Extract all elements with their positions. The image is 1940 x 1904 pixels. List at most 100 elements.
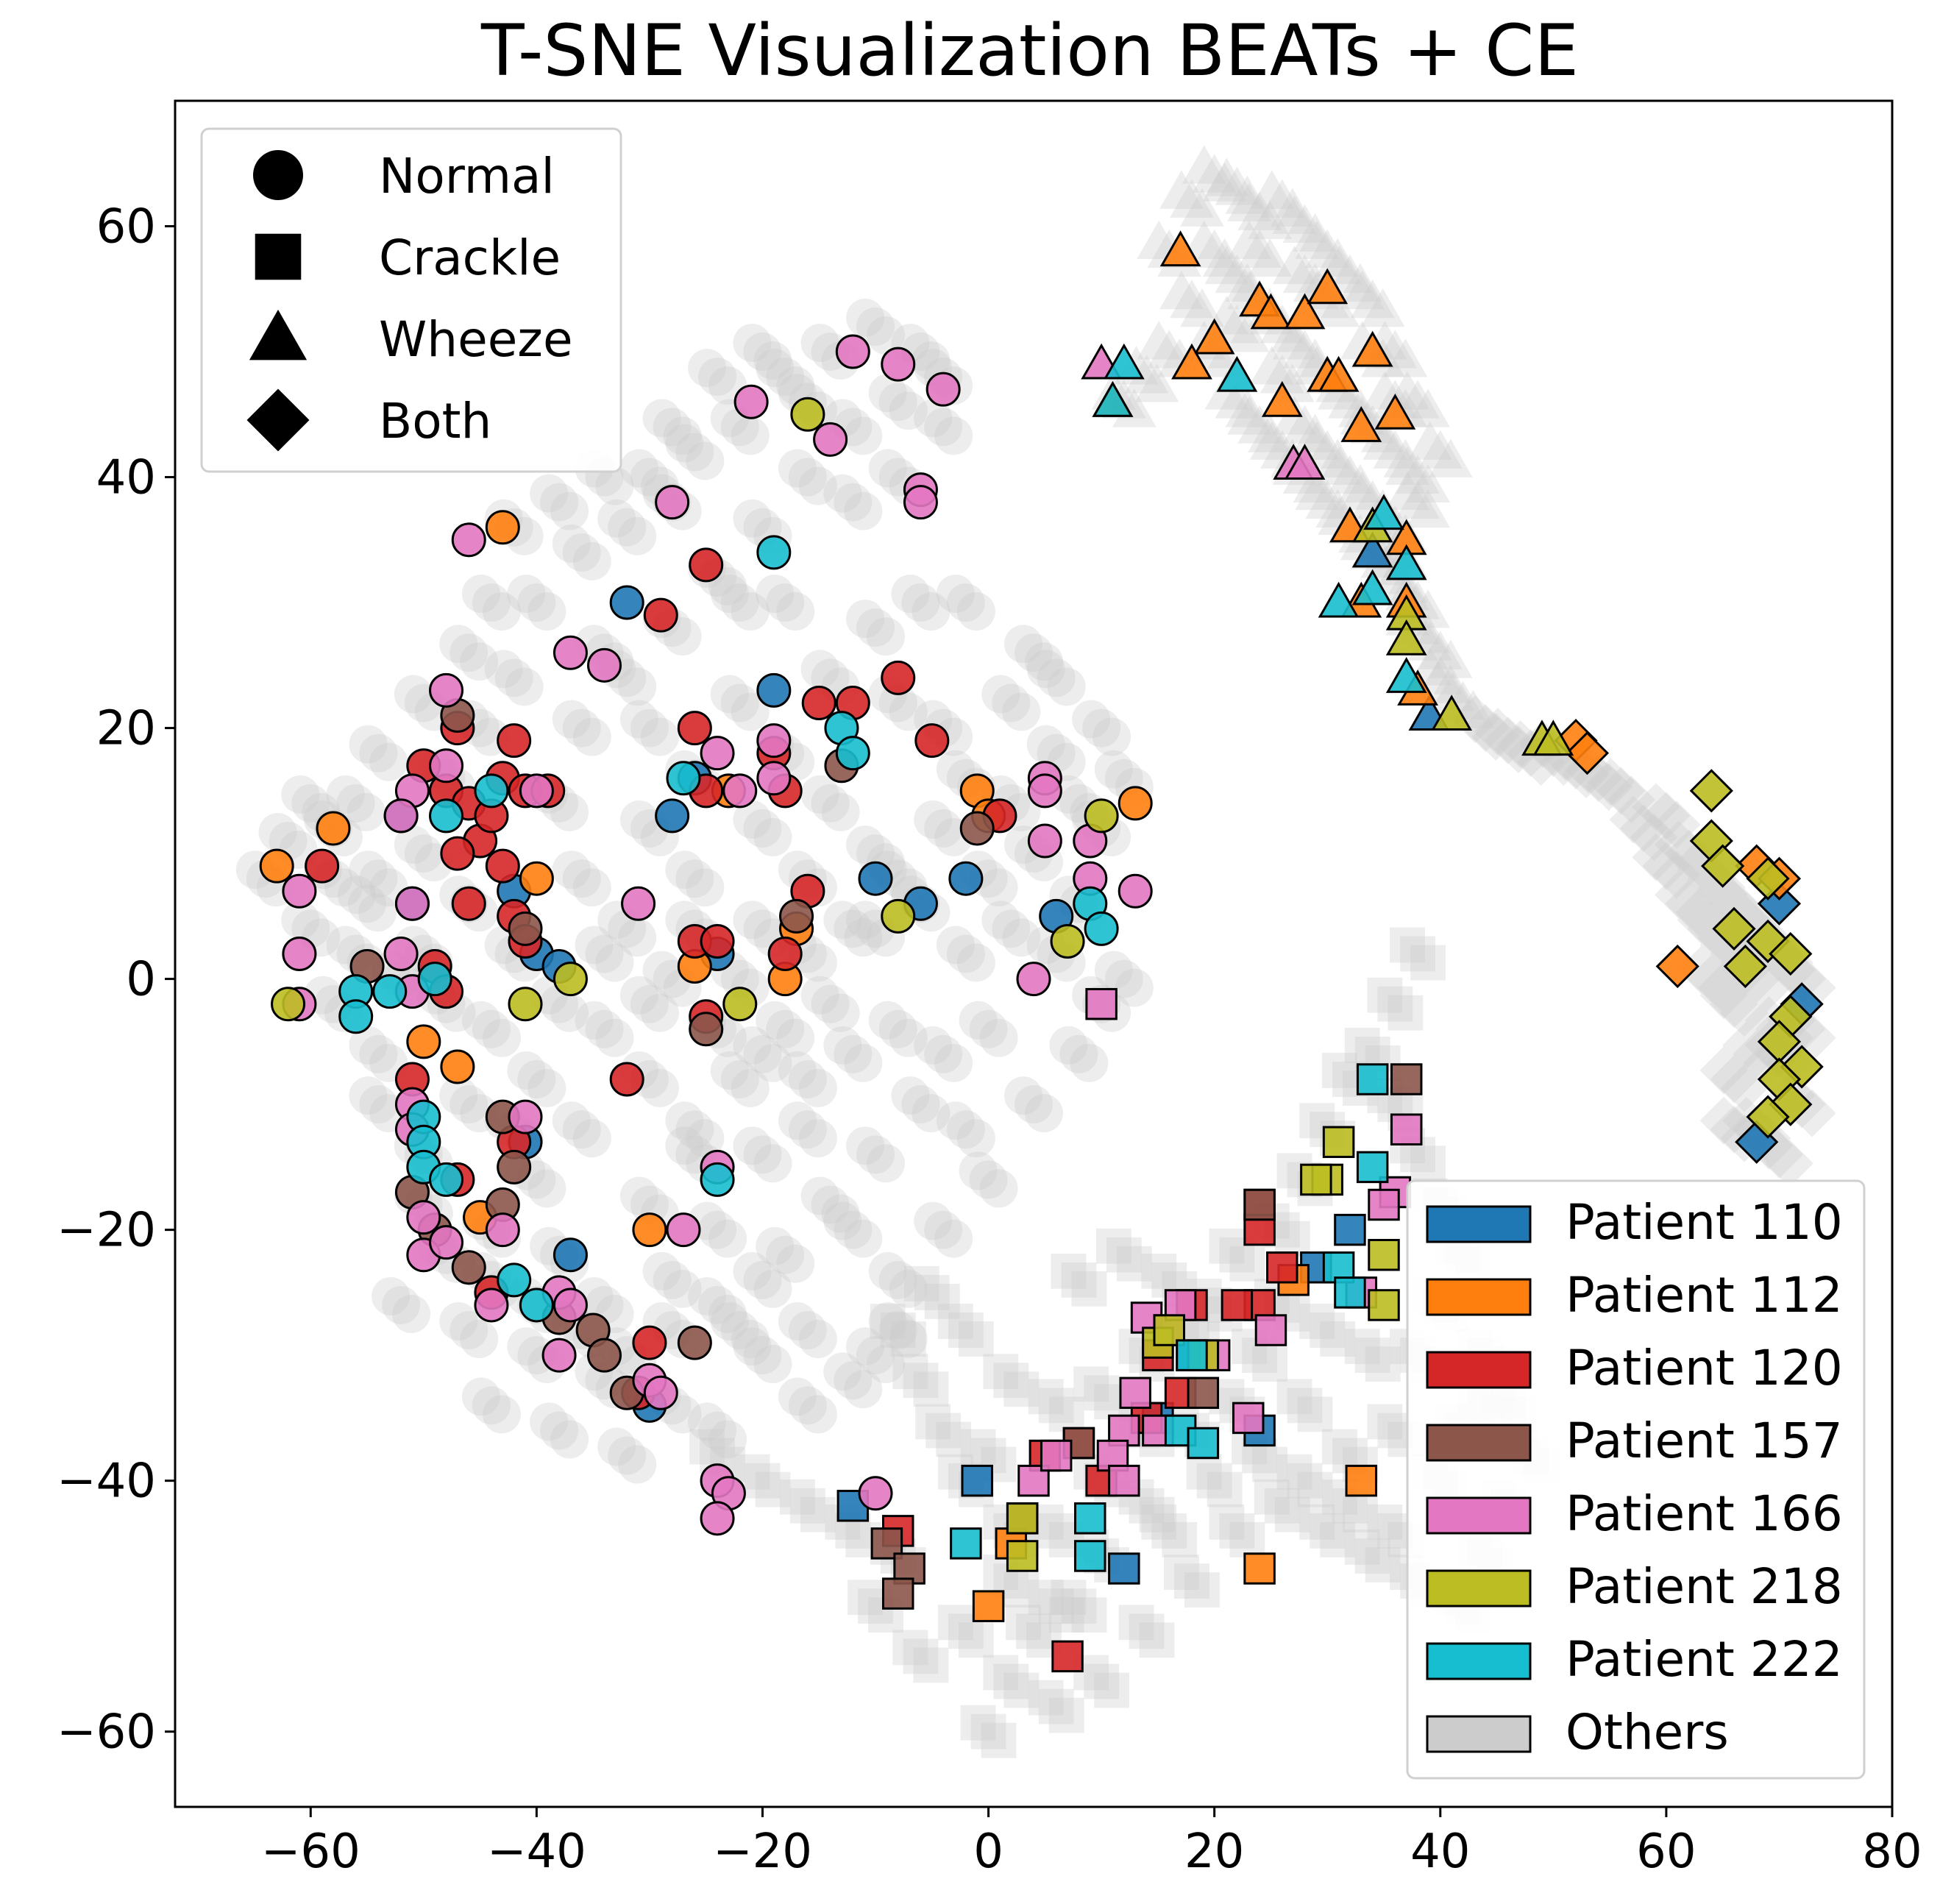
others-point	[439, 1302, 478, 1341]
others-point	[731, 1320, 770, 1359]
others-point	[983, 1354, 1019, 1390]
others-point	[608, 1436, 647, 1475]
others-point	[925, 1413, 962, 1449]
patient-218-point	[881, 898, 916, 934]
others-point	[946, 934, 985, 973]
others-point	[618, 918, 657, 957]
patient-218-point	[1006, 1502, 1039, 1535]
others-point	[1061, 1262, 1097, 1298]
others-point	[1225, 175, 1270, 214]
others-point	[1015, 1085, 1053, 1124]
patient-166-point	[1027, 773, 1062, 809]
others-point	[1609, 795, 1657, 844]
others-point	[1428, 664, 1473, 703]
others-point	[743, 1135, 782, 1174]
patient-166-point	[1284, 444, 1326, 480]
others-point	[798, 943, 837, 982]
others-point	[1225, 388, 1270, 427]
others-point	[890, 1321, 926, 1357]
patient-112-point	[1374, 393, 1416, 430]
others-point	[1215, 254, 1259, 294]
others-point	[1002, 918, 1041, 957]
others-point	[720, 1060, 759, 1099]
patient-166-point	[429, 1225, 464, 1260]
others-point	[461, 1001, 500, 1040]
others-point	[1209, 1228, 1245, 1264]
others-point	[1474, 708, 1522, 756]
others-point	[903, 1265, 939, 1301]
others-point	[439, 1076, 478, 1115]
others-point	[956, 1119, 995, 1158]
others-point	[1170, 279, 1214, 319]
others-point	[1665, 879, 1713, 928]
others-point	[1272, 321, 1317, 360]
others-point	[868, 1302, 907, 1341]
others-point	[1248, 238, 1293, 277]
others-point	[1320, 1521, 1356, 1557]
others-point	[1215, 380, 1259, 419]
others-point	[844, 491, 883, 530]
patient-218-point	[1322, 1126, 1355, 1159]
color-legend-label: Patient 112	[1566, 1267, 1843, 1324]
normal-legend-marker	[253, 150, 303, 200]
color-legend-label: Patient 218	[1566, 1558, 1843, 1615]
others-point	[1652, 800, 1701, 849]
others-point	[934, 1043, 973, 1082]
others-point	[1274, 1496, 1310, 1532]
others-point	[1383, 338, 1428, 377]
others-point	[868, 1251, 907, 1290]
others-point	[912, 592, 951, 631]
patient-222-point	[1092, 380, 1134, 417]
others-point	[834, 1210, 873, 1249]
shape-legend-box	[200, 127, 622, 473]
others-point	[743, 809, 782, 848]
others-point	[1202, 163, 1247, 202]
others-point	[958, 1321, 994, 1357]
y-axis: −60 −40 −20 0 20 40 60	[57, 200, 175, 1760]
others-point	[1552, 742, 1600, 790]
others-point	[349, 1026, 388, 1065]
others-point	[619, 449, 658, 488]
others-point	[848, 1580, 883, 1616]
others-point	[834, 1361, 873, 1400]
others-point	[891, 1076, 930, 1115]
others-point	[788, 1386, 827, 1425]
others-point	[1192, 154, 1237, 193]
others-point	[1406, 489, 1450, 528]
others-point	[1385, 446, 1429, 485]
patient-222-point	[1356, 1063, 1389, 1095]
patient-112-point	[972, 1590, 1005, 1622]
others-point	[597, 1427, 636, 1466]
others-point	[1051, 1580, 1087, 1616]
others-point	[1607, 775, 1655, 824]
others-point	[710, 575, 749, 614]
others-point	[1259, 179, 1304, 218]
patient-157-point	[1390, 1063, 1423, 1095]
others-point	[892, 1630, 928, 1666]
others-point	[1182, 220, 1226, 260]
x-tick-label: 0	[973, 1825, 1003, 1879]
others-point	[1484, 717, 1532, 765]
others-point	[1406, 463, 1450, 502]
others-point	[981, 675, 1020, 714]
patient-166-point	[881, 347, 916, 382]
others-point	[665, 424, 704, 463]
others-point	[1720, 989, 1769, 1037]
others-point	[1344, 1027, 1380, 1063]
others-point	[778, 1051, 817, 1090]
patient-218-point	[552, 962, 588, 997]
others-point	[359, 1034, 398, 1073]
others-point	[878, 1260, 917, 1299]
others-point	[800, 976, 839, 1015]
others-point	[844, 416, 883, 455]
others-point	[349, 850, 388, 889]
patient-218-point	[1006, 1540, 1039, 1572]
others-point	[1699, 1096, 1748, 1145]
others-point	[1229, 1246, 1265, 1282]
patient-218-point	[1746, 1095, 1790, 1139]
others-point	[1003, 1672, 1040, 1708]
others-point	[1170, 179, 1214, 218]
patient-218-point	[1368, 1238, 1400, 1271]
patient-112-point	[1345, 1464, 1378, 1497]
others-point	[1430, 672, 1475, 711]
